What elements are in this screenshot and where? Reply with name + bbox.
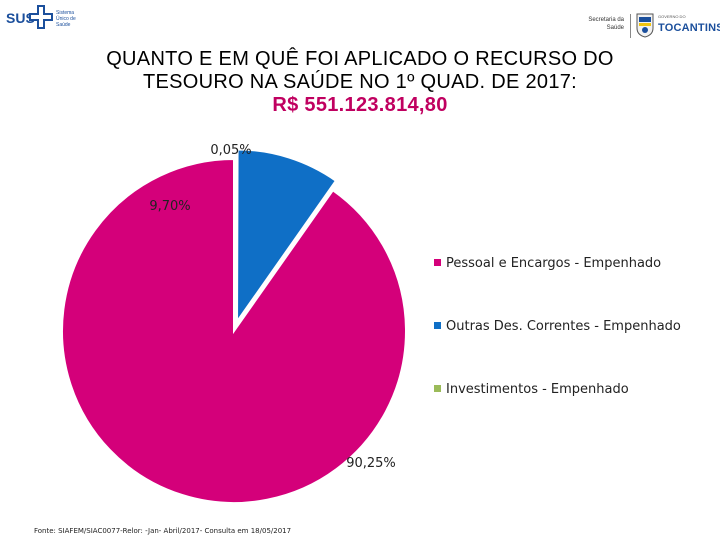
title-line-1: QUANTO E EM QUÊ FOI APLICADO O RECURSO D… bbox=[106, 48, 614, 70]
secretaria-text: Secretaria da Saúde bbox=[588, 17, 624, 31]
legend-item-3: Investimentos - Empenhado bbox=[434, 382, 629, 397]
legend-label-3: Investimentos - Empenhado bbox=[446, 382, 629, 397]
title-amount: R$ 551.123.814,80 bbox=[272, 94, 448, 116]
sus-logo-text: SUS bbox=[6, 10, 35, 26]
legend-swatch-3 bbox=[434, 385, 441, 392]
pie-data-label-2: 9,70% bbox=[149, 199, 190, 214]
pie-data-label-1: 90,25% bbox=[346, 456, 396, 471]
gov-small-text: GOVERNO DO bbox=[658, 14, 686, 19]
legend-label-1: Pessoal e Encargos - Empenhado bbox=[446, 256, 662, 271]
pie-slice-3 bbox=[233, 157, 236, 332]
sus-cross-icon bbox=[29, 5, 53, 29]
gov-state-name: TOCANTINS bbox=[658, 22, 720, 34]
source-note: Fonte: SIAFEM/SIAC0077-Relor: -Jan- Abri… bbox=[34, 527, 292, 535]
pie-slice-2 bbox=[236, 148, 338, 325]
government-logo: Secretaria da Saúde GOVERNO DO TOCANTINS bbox=[578, 8, 720, 42]
page-title: QUANTO E EM QUÊ FOI APLICADO O RECURSO D… bbox=[0, 48, 720, 117]
pie-data-label-3: 0,05% bbox=[210, 143, 251, 158]
sus-logo: SUS Sistema Único de Saúde bbox=[6, 4, 76, 30]
legend-swatch-1 bbox=[434, 259, 441, 266]
state-emblem-icon bbox=[636, 13, 654, 38]
title-line-2: TESOURO NA SAÚDE NO 1º QUAD. DE 2017: bbox=[142, 71, 578, 93]
legend-item-1: Pessoal e Encargos - Empenhado bbox=[434, 256, 661, 271]
legend-item-2: Outras Des. Correntes - Empenhado bbox=[434, 319, 681, 334]
legend-label-2: Outras Des. Correntes - Empenhado bbox=[446, 319, 681, 334]
logo-divider bbox=[630, 14, 631, 38]
sus-logo-subtext: Sistema Único de Saúde bbox=[56, 10, 76, 28]
legend-swatch-2 bbox=[434, 322, 441, 329]
